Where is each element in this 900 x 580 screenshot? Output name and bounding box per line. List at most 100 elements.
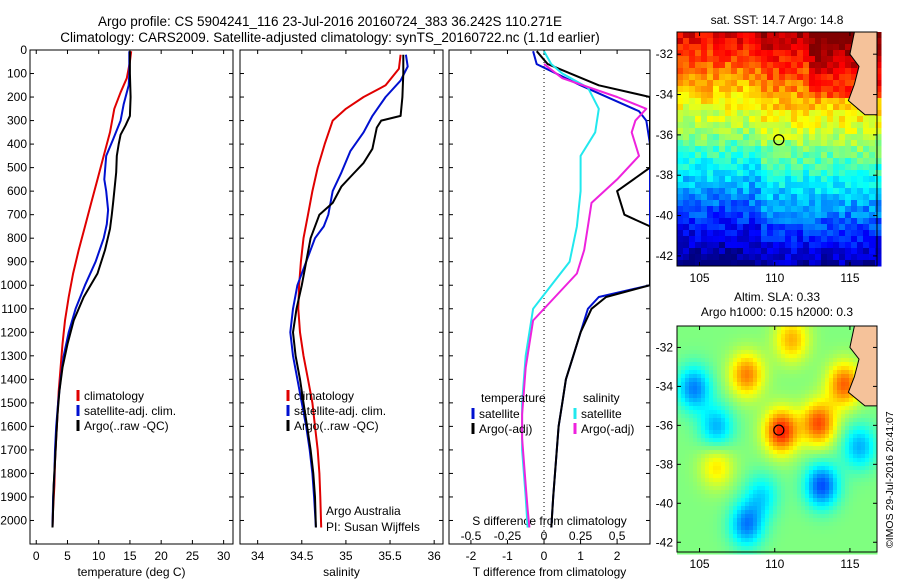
series-line-temperature-2 [51,51,132,528]
map-sla_map: -32 -34 -36 -38 -40 -42 105 110 115 [656,325,878,571]
series-line-differences-1 [535,50,650,528]
x-tick-label: 35.5 [378,549,402,563]
x-tick-label: -1 [502,549,513,563]
panel-frame [239,49,444,545]
map-frame [676,325,878,553]
panel-temperature: 0100200300400500600700800900100011001200… [0,43,234,579]
y-tick-label: 300 [7,114,27,128]
x-tick-label-s: -0.5 [461,529,482,543]
y-tick-label: 1300 [0,349,27,363]
header-line-2: Climatology: CARS2009. Satellite-adjuste… [60,30,600,45]
map-x-tick-label: 105 [690,557,710,571]
x-tick-label: 34.5 [290,549,314,563]
map-y-tick-label: -32 [656,47,674,61]
panel-frame [29,49,234,545]
series-group [289,54,409,528]
legend-label: Argo(-adj) [581,422,634,436]
y-tick-label: 100 [7,67,27,81]
x-axis-label: salinity [323,565,360,579]
map-sst_map: -32 -34 -36 -38 -40 -42 105 110 115 [656,31,882,285]
series-line-salinity-2 [292,54,405,528]
map-x-tick-label: 110 [765,557,784,571]
x-tick-label: 20 [154,549,168,563]
map-title: sat. SST: 14.7 Argo: 14.8 [711,13,844,27]
legend-title: salinity [583,391,620,405]
legend-label: satellite-adj. clim. [294,404,386,418]
x-tick-label: 10 [92,549,106,563]
legend-title: temperature [481,391,546,405]
map-y-tick-label: -34 [656,88,674,102]
y-tick-label: 1700 [0,443,27,457]
float-marker [773,134,785,146]
x-axis-label: T difference from climatology [473,565,627,579]
series-line-salinity-0 [297,54,402,528]
y-tick-label: 500 [7,161,27,175]
x-tick-label: 25 [186,549,200,563]
x-tick-label: 36 [427,549,441,563]
legend-label: Argo(..raw -QC) [84,419,169,433]
map-y-tick-label: -36 [656,128,674,142]
x-tick-label: 0 [541,549,548,563]
y-tick-label: 1800 [0,466,27,480]
legend-label: satellite [581,407,622,421]
panel-differences: -2 -1 0 1 2 T difference from climatology -0.5… [448,49,651,579]
legend-label: Argo(-adj) [479,422,532,436]
x-tick-label-s: -0.25 [494,529,522,543]
map-title: Argo h1000: 0.15 h2000: 0.3 [701,305,853,319]
series-line-differences-3 [521,63,648,528]
x-tick-label: 2 [614,549,621,563]
land [847,325,878,407]
y-tick-label: 200 [7,90,27,104]
y-tick-label: 1100 [1,302,27,316]
x-tick-label: 15 [123,549,137,563]
map-y-tick-label: -40 [656,496,674,510]
y-tick-label: 800 [7,231,27,245]
y-tick-label: 600 [7,184,27,198]
credit-text: ©IMOS 29-Jul-2016 20:41:07 [884,411,896,548]
y-tick-label: 400 [7,137,27,151]
y-tick-label: 1400 [0,372,27,386]
x-axis-label: temperature (deg C) [77,565,185,579]
header-line-1: Argo profile: CS 5904241_116 23-Jul-2016… [97,14,563,29]
x-tick-label: 35 [339,549,353,563]
map-y-tick-label: -38 [656,457,674,471]
map-y-tick-label: -34 [656,379,674,393]
legend-label: climatology [294,389,354,403]
x-tick-label-s: 0.5 [609,529,626,543]
map-frame [676,31,878,267]
y-tick-label: 1200 [0,325,27,339]
map-x-tick-label: 105 [690,271,710,285]
x-axis-label-s: S difference from climatology [472,514,627,528]
annotation-line: PI: Susan Wijffels [326,520,420,534]
map-x-tick-label: 115 [840,557,859,571]
heatmap-cells [677,32,882,267]
map-y-tick-label: -42 [656,249,674,263]
map-y-tick-label: -32 [656,340,674,354]
y-tick-label: 1000 [0,278,27,292]
y-tick-label: 2000 [0,513,27,527]
x-tick-label-s: 0.25 [569,529,593,543]
annotation-line: Argo Australia [326,504,401,518]
series-group [51,51,133,528]
x-tick-label: -2 [466,549,477,563]
map-y-tick-label: -36 [656,418,674,432]
x-tick-label: 5 [64,549,71,563]
float-marker [773,424,785,436]
land [847,31,878,116]
map-y-tick-label: -38 [656,168,674,182]
legend-label: satellite-adj. clim. [84,404,176,418]
panel-salinity: 34 34.5 35 35.5 36 salinity climatologysatelli… [239,49,444,579]
map-x-tick-label: 110 [765,271,784,285]
map-title: Altim. SLA: 0.33 [734,290,820,304]
y-tick-label: 1500 [0,396,27,410]
x-tick-label-s: 0 [541,529,548,543]
heatmap-cells [677,326,878,555]
x-tick-label: 30 [217,549,231,563]
legend-label: satellite [479,407,520,421]
map-y-tick-label: -42 [656,535,674,549]
y-tick-label: 700 [7,208,27,222]
x-tick-label: 34 [251,549,265,563]
legend-label: Argo(..raw -QC) [294,419,379,433]
x-tick-label: 0 [33,549,40,563]
